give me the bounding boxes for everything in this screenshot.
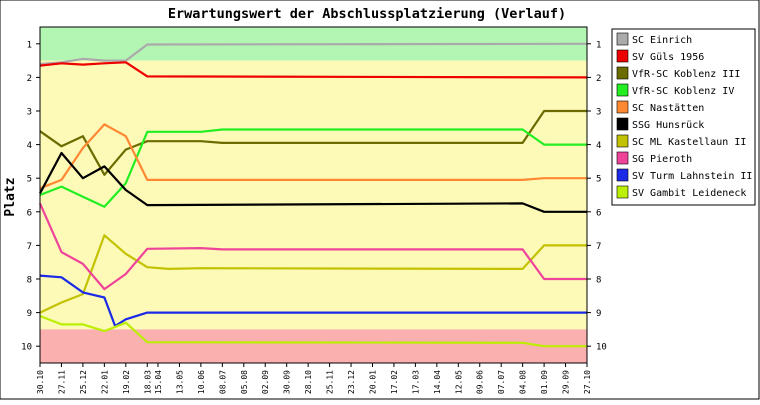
x-tick-label: 30.10 xyxy=(36,370,45,394)
y-tick-label-right: 1 xyxy=(596,40,601,50)
y-tick-label-right: 6 xyxy=(596,208,601,218)
x-tick-label: 15.04 xyxy=(154,370,163,394)
zone-band-1 xyxy=(40,60,587,330)
series-line-7 xyxy=(38,202,587,291)
x-tick-label: 20.01 xyxy=(368,370,377,394)
y-tick-label-right: 2 xyxy=(596,74,601,84)
legend-swatch-7 xyxy=(616,151,629,165)
x-ticks-group: 30.10 27.11 25.12 22.01 19.02 18.03 15.04 13.05… xyxy=(36,363,592,394)
legend-swatch-4 xyxy=(616,100,629,114)
y-tick-label-right: 5 xyxy=(596,175,601,185)
y-tick-label-right: 8 xyxy=(596,276,601,286)
series-line-3 xyxy=(39,128,587,208)
legend-box xyxy=(611,28,756,206)
legend: SC Einrich SV Güls 1956 VfR-SC Koblenz III… xyxy=(611,28,756,206)
legend-label-7: SG Pieroth xyxy=(632,154,692,165)
legend-swatch-2 xyxy=(616,66,629,80)
legend-label-6: SC ML Kastellaun II xyxy=(632,137,746,148)
x-tick-label: 09.06 xyxy=(476,370,485,394)
legend-label-9: SV Gambit Leideneck xyxy=(632,188,746,199)
legend-swatch-6 xyxy=(616,134,629,148)
x-tick-label: 02.09 xyxy=(261,370,270,394)
y-tick-label-left: 7 xyxy=(27,242,32,252)
y-tick-label-right: 3 xyxy=(596,108,601,118)
y-tick-label-right: 7 xyxy=(596,242,601,252)
x-tick-label: 27.10 xyxy=(583,370,592,394)
y-tick-label-right: 9 xyxy=(596,309,601,319)
legend-label-4: SC Nastätten xyxy=(632,103,704,114)
x-tick-label: 17.03 xyxy=(411,370,420,394)
x-tick-label: 07.07 xyxy=(497,370,506,394)
x-tick-label: 23.12 xyxy=(347,370,356,394)
series-line-5 xyxy=(39,151,587,213)
y-tick-label-left: 9 xyxy=(27,309,32,319)
y-tick-label-left: 4 xyxy=(27,141,32,151)
x-tick-label: 18.03 xyxy=(143,370,152,394)
x-tick-label: 19.02 xyxy=(122,370,131,394)
y-tick-label-left: 5 xyxy=(27,175,32,185)
series-line-9 xyxy=(39,314,587,348)
y-tick-label-left: 3 xyxy=(27,108,32,118)
zone-band-2 xyxy=(40,329,587,363)
plot-frame xyxy=(39,26,588,364)
x-tick-label: 04.08 xyxy=(519,370,528,394)
x-tick-label: 14.04 xyxy=(433,370,442,394)
y-axis-label: Platz xyxy=(3,177,18,216)
x-tick-label: 30.09 xyxy=(283,370,292,394)
x-tick-label: 25.12 xyxy=(79,370,88,394)
x-tick-label: 13.05 xyxy=(175,370,184,394)
x-tick-label: 05.08 xyxy=(240,370,249,394)
x-tick-label: 22.01 xyxy=(100,370,109,394)
legend-swatch-5 xyxy=(616,117,629,131)
x-tick-label: 17.02 xyxy=(390,370,399,394)
legend-label-0: SC Einrich xyxy=(632,35,692,46)
x-tick-label: 25.11 xyxy=(326,370,335,394)
x-tick-label: 28.10 xyxy=(304,370,313,394)
legend-swatch-1 xyxy=(616,49,629,63)
legend-label-3: VfR-SC Koblenz IV xyxy=(632,86,734,97)
x-tick-label: 12.05 xyxy=(454,370,463,394)
y-tick-label-left: 10 xyxy=(21,343,32,353)
y-ticks-group: 1 1 2 2 3 3 4 4 5 5 6 6 7 7 8 8 9 9 10 10 xyxy=(21,40,607,352)
y-tick-label-right: 10 xyxy=(596,343,607,353)
series-line-1 xyxy=(39,61,588,79)
legend-label-2: VfR-SC Koblenz III xyxy=(632,69,740,80)
x-tick-label: 08.07 xyxy=(218,370,227,394)
series-line-2 xyxy=(39,109,587,176)
series-lines-group xyxy=(38,42,588,348)
legend-swatch-0 xyxy=(616,32,629,46)
y-tick-label-left: 8 xyxy=(27,276,32,286)
series-line-4 xyxy=(39,123,587,190)
x-tick-label: 01.09 xyxy=(540,370,549,394)
legend-label-5: SSG Hunsrück xyxy=(632,120,704,131)
y-tick-label-left: 6 xyxy=(27,208,32,218)
legend-swatch-8 xyxy=(616,168,629,182)
x-tick-label: 10.06 xyxy=(197,370,206,394)
chart-title: Erwartungswert der Abschlussplatzierung … xyxy=(168,6,566,22)
legend-label-8: SV Turm Lahnstein II xyxy=(632,171,752,182)
y-tick-label-left: 1 xyxy=(27,40,32,50)
legend-swatch-9 xyxy=(616,185,629,199)
y-tick-label-right: 4 xyxy=(596,141,601,151)
legend-swatch-3 xyxy=(616,83,629,97)
legend-label-1: SV Güls 1956 xyxy=(632,52,704,63)
x-tick-label: 27.11 xyxy=(57,370,66,394)
y-tick-label-left: 2 xyxy=(27,74,32,84)
series-line-8 xyxy=(39,274,587,328)
x-tick-label: 29.09 xyxy=(562,370,571,394)
